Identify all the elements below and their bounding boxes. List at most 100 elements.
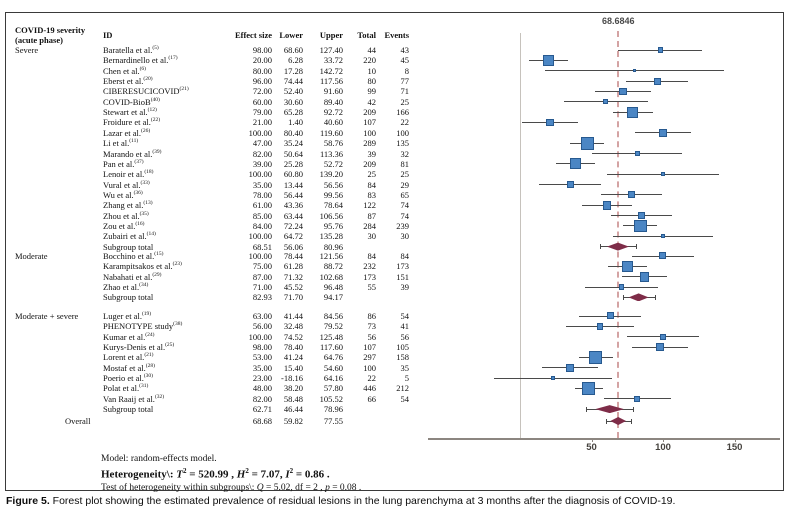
upper-ci-value: 78.96 [323,404,343,415]
table-row: Subgroup total 62.71 46.44 78.96 [6,404,429,415]
x-axis-tick-label: 50 [586,442,597,453]
events-value: 81 [400,158,410,169]
table-row: Wu et al.(36) 78.00 56.44 99.56 83 65 [6,190,429,201]
upper-ci-value: 117.56 [319,76,343,87]
events-value: 22 [400,117,410,128]
ci-cap-left [605,418,607,424]
reference-line-label: 68.6846 [601,16,635,26]
total-value: 10 [367,65,377,76]
study-id: Kumar et al.(24) [103,331,155,342]
total-value: 84 [367,251,377,261]
events-value: 32 [400,148,410,159]
ci-cap-right [632,406,634,412]
upper-ci-value: 125.48 [319,331,343,342]
total-value: 107 [363,117,376,128]
study-square-marker [638,212,646,220]
study-square-marker [657,47,663,53]
upper-ci-value: 113.36 [319,148,343,159]
lower-ci-value: 63.44 [283,210,303,221]
column-header-total: Total [357,30,376,40]
study-id: Polat et al.(31) [103,383,149,394]
summary-diamond-marker [595,405,625,414]
table-row: Zubairi et al.(14) 100.00 64.72 135.28 30 30 [6,231,429,242]
study-id: Wu et al.(36) [103,189,143,200]
effect-size-value: 21.00 [252,117,272,128]
events-value: 43 [400,45,410,55]
lower-ci-value: 74.44 [283,76,303,87]
lower-ci-value: 46.44 [283,404,303,415]
upper-ci-value: 89.40 [323,96,343,107]
model-note: Model: random-effects model. [101,454,217,464]
x-axis [428,438,780,440]
study-square-marker [570,158,582,170]
lower-ci-value: 15.40 [283,362,303,373]
events-value: 29 [400,179,410,190]
effect-size-value: 56.00 [252,321,272,332]
effect-size-value: 100.00 [248,169,272,180]
effect-size-value: 68.51 [252,241,272,252]
study-square-marker [621,260,633,272]
effect-size-value: 68.68 [252,416,272,426]
upper-ci-value: 57.80 [323,383,343,394]
column-header-effect: Effect size [234,30,272,40]
effect-size-value: 87.00 [252,271,272,282]
column-header-lower: Lower [279,30,303,40]
table-row: Severe Baratella et al.(5) 98.00 68.60 127.4… [6,45,429,56]
total-value: 66 [367,393,377,404]
upper-ci-value: 94.17 [323,292,343,303]
upper-ci-value: 40.60 [323,117,343,128]
lower-ci-value: 64.72 [283,231,303,242]
ci-cap-left [586,406,588,412]
study-square-marker [543,54,555,66]
table-row: Vural et al.(33) 35.00 13.44 56.56 84 29 [6,180,429,191]
study-square-marker [627,106,639,118]
upper-ci-value: 105.52 [319,393,343,404]
study-square-marker [546,118,554,127]
study-square-marker [653,77,661,85]
lower-ci-value: 78.40 [283,342,303,353]
figure-box: COVID-19 severity (acute phase) ID Effec… [5,12,784,493]
study-id: Bocchino et al.(15) [103,251,164,261]
lower-ci-value: 50.64 [283,148,303,159]
upper-ci-value: 58.76 [323,138,343,149]
effect-size-value: 98.00 [252,342,272,353]
lower-ci-value: 61.28 [283,261,303,272]
table-row: Subgroup total 68.51 56.06 80.96 [6,242,429,253]
study-square-marker [634,395,641,402]
events-value: 135 [396,138,409,149]
effect-size-value: 62.71 [252,404,272,415]
upper-ci-value: 127.40 [319,45,343,55]
table-row: Pan et al.(37) 39.00 25.28 52.72 209 81 [6,159,429,170]
lower-ci-value: 41.44 [283,311,303,321]
events-value: 39 [400,282,410,293]
summary-diamond-marker [610,417,627,425]
summary-diamond-marker [628,293,649,302]
events-value: 54 [400,311,410,321]
total-value: 87 [367,210,377,221]
total-value: 30 [367,231,377,242]
lower-ci-value: 25.28 [283,158,303,169]
study-id: CIBERESUCICOVID(21) [103,86,189,97]
summary-diamond-marker [606,242,629,251]
table-row: Stewart et al.(12) 79.00 65.28 92.72 209 166 [6,107,429,118]
severity-header-line2: (acute phase) [15,35,63,45]
effect-size-value: 39.00 [252,158,272,169]
figure-caption: Figure 5. Forest plot showing the estima… [6,495,786,507]
forest-plot: 68.6846 50 100 150 [428,13,783,490]
events-value: 54 [400,393,410,404]
events-value: 25 [400,96,410,107]
table-row: Polat et al.(31) 48.00 38.20 57.80 446 212 [6,383,429,394]
study-square-marker [634,151,640,156]
table-row: Lenoir et al.(18) 100.00 60.80 139.20 25 25 [6,169,429,180]
effect-size-value: 79.00 [252,107,272,118]
effect-size-value: 82.93 [252,292,272,303]
upper-ci-value: 117.60 [319,342,343,353]
study-id: Nabahati et al.(29) [103,271,162,282]
study-id: Poerio et al.(30) [103,373,154,384]
effect-size-value: 72.00 [252,86,272,97]
total-value: 22 [367,373,377,384]
x-axis-tick-label: 100 [655,442,671,453]
effect-size-value: 78.00 [252,189,272,200]
upper-ci-value: 139.20 [319,169,343,180]
table-row: Overall 68.68 59.82 77.55 [65,416,343,426]
